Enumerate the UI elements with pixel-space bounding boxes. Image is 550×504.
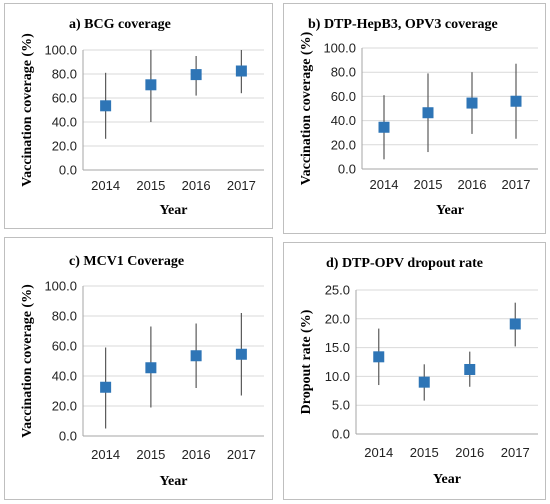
x-axis-label: Year [160, 474, 188, 489]
x-axis-label: Year [433, 472, 461, 487]
x-tick-label: 2017 [227, 178, 256, 193]
y-tick-label: 20.0 [52, 399, 77, 414]
chart-panel-mcv1: c) MCV1 Coverage 0.0 20.0 40.0 60.0 80.0 100.0… [4, 237, 273, 500]
data-point-marker [235, 65, 247, 77]
y-axis-label: Vaccination coverage (%) [20, 284, 35, 438]
y-tick-label: 15.0 [325, 340, 350, 355]
data-point-marker [235, 348, 247, 360]
x-tick-label: 2016 [458, 177, 487, 192]
chart-panel-dtp-hepb3: b) DTP-HepB3, OPV3 coverage 0.0 20.0 40.0 60… [283, 3, 546, 234]
y-axis-label: Vaccination coverage (%) [20, 33, 35, 187]
x-axis-label: Year [436, 203, 464, 218]
data-point-marker [190, 350, 202, 362]
y-tick-label: 40.0 [331, 113, 356, 128]
data-point-marker [190, 69, 202, 81]
data-point-marker [145, 362, 157, 374]
x-tick-label: 2015 [410, 445, 439, 460]
chart-title-bcg: a) BCG coverage [69, 17, 171, 32]
y-tick-label: 40.0 [52, 115, 77, 130]
x-tick-label: 2017 [502, 177, 531, 192]
x-tick-label: 2014 [370, 177, 399, 192]
y-tick-label: 5.0 [332, 398, 350, 413]
y-tick-label: 40.0 [52, 369, 77, 384]
chart-svg-dropout: d) DTP-OPV dropout rate 0.0 5.0 10.0 15.0 20.… [299, 256, 538, 487]
y-tick-label: 60.0 [52, 339, 77, 354]
x-axis-label: Year [160, 203, 188, 218]
x-tick-label: 2015 [414, 177, 443, 192]
chart-svg-dtp-hepb3: b) DTP-HepB3, OPV3 coverage 0.0 20.0 40.0 60… [299, 17, 538, 218]
y-axis-label: Vaccination coverage (%) [299, 31, 314, 185]
x-tick-label: 2014 [91, 178, 120, 193]
data-point-marker [509, 318, 521, 330]
x-tick-label: 2016 [182, 447, 211, 462]
data-point-marker [510, 95, 522, 107]
y-tick-label: 0.0 [332, 427, 350, 442]
data-point-marker [418, 376, 430, 388]
x-tick-label: 2014 [91, 447, 120, 462]
chart-svg-mcv1: c) MCV1 Coverage 0.0 20.0 40.0 60.0 80.0 100.0… [20, 254, 264, 489]
y-tick-label: 80.0 [331, 65, 356, 80]
chart-panel-bcg: a) BCG coverage 0.0 20.0 40.0 60.0 80.0 100.0 2… [4, 3, 273, 229]
y-tick-label: 20.0 [325, 311, 350, 326]
chart-panel-dropout: d) DTP-OPV dropout rate 0.0 5.0 10.0 15.0 20.… [283, 242, 546, 500]
y-tick-label: 60.0 [52, 91, 77, 106]
y-tick-label: 25.0 [325, 283, 350, 298]
data-point-marker [422, 107, 434, 119]
x-tick-label: 2014 [364, 445, 393, 460]
x-tick-label: 2016 [182, 178, 211, 193]
x-tick-label: 2016 [455, 445, 484, 460]
y-tick-label: 20.0 [52, 139, 77, 154]
data-point-marker [100, 100, 112, 112]
y-axis-label: Dropout rate (%) [299, 309, 314, 414]
y-tick-label: 100.0 [44, 43, 77, 58]
y-tick-label: 0.0 [59, 163, 77, 178]
chart-svg-bcg: a) BCG coverage 0.0 20.0 40.0 60.0 80.0 100.0 2… [20, 17, 264, 218]
data-point-marker [373, 351, 385, 363]
data-point-marker [466, 97, 478, 109]
data-point-marker [145, 79, 157, 91]
x-tick-label: 2017 [501, 445, 530, 460]
data-point-marker [100, 381, 112, 393]
data-point-marker [378, 121, 390, 133]
y-tick-label: 100.0 [323, 41, 356, 56]
chart-title-mcv1: c) MCV1 Coverage [69, 254, 184, 269]
chart-title-dtp-hepb3: b) DTP-HepB3, OPV3 coverage [308, 17, 498, 32]
y-tick-label: 80.0 [52, 67, 77, 82]
y-tick-label: 10.0 [325, 369, 350, 384]
y-tick-label: 0.0 [59, 429, 77, 444]
x-tick-label: 2015 [136, 178, 165, 193]
data-point-marker [464, 363, 476, 375]
y-tick-label: 0.0 [338, 162, 356, 177]
y-tick-label: 20.0 [331, 137, 356, 152]
chart-title-dropout: d) DTP-OPV dropout rate [326, 256, 483, 271]
x-tick-label: 2015 [136, 447, 165, 462]
x-tick-label: 2017 [227, 447, 256, 462]
y-tick-label: 100.0 [44, 279, 77, 294]
y-tick-label: 60.0 [331, 89, 356, 104]
y-tick-label: 80.0 [52, 309, 77, 324]
